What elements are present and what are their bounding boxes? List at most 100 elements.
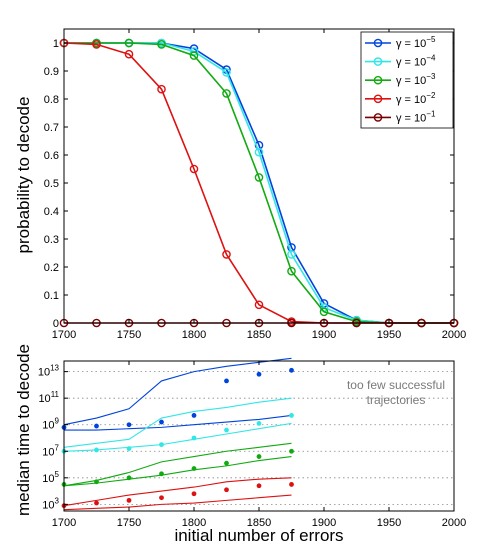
bottom-y-tick-base: 10 bbox=[42, 420, 54, 432]
top-x-tick-label: 1950 bbox=[377, 329, 401, 341]
bottom-y-tick-label: 107 bbox=[42, 443, 59, 458]
bottom-y-tick-exponent: 13 bbox=[50, 364, 59, 373]
bottom-median-point bbox=[94, 423, 99, 429]
top-y-tick-label: 0.5 bbox=[44, 178, 59, 190]
bottom-y-tick-label: 109 bbox=[42, 417, 59, 432]
bottom-y-tick-base: 10 bbox=[42, 446, 54, 458]
bottom-median-point bbox=[289, 448, 294, 454]
top-data-point bbox=[189, 51, 199, 60]
bottom-y-tick-exponent: 11 bbox=[51, 390, 60, 399]
bottom-y-tick-exponent: 5 bbox=[55, 470, 60, 479]
top-data-point bbox=[92, 40, 101, 49]
bottom-median-point bbox=[126, 497, 132, 503]
legend-entry-exponent: −1 bbox=[426, 109, 436, 118]
bottom-x-tick-label: 1750 bbox=[117, 517, 141, 529]
bottom-upper-quantile-line bbox=[63, 357, 292, 426]
top-data-point bbox=[222, 68, 231, 77]
top-data-point bbox=[189, 164, 199, 174]
top-y-tick-label: 0.3 bbox=[44, 234, 59, 246]
top-data-point bbox=[319, 307, 329, 317]
legend-entry-label: γ = 10−3 bbox=[396, 72, 436, 87]
bottom-chart-x-axis-label: initial number of errors bbox=[174, 526, 343, 545]
bottom-x-tick-label: 1700 bbox=[52, 517, 76, 529]
bottom-lower-quantile-line bbox=[64, 414, 292, 431]
top-x-tick-label: 1850 bbox=[247, 329, 271, 341]
top-data-point bbox=[157, 40, 166, 49]
legend-entry-label: γ = 10−5 bbox=[396, 35, 436, 50]
bottom-median-point bbox=[191, 413, 197, 418]
bottom-median-point bbox=[159, 495, 164, 501]
legend-entry-base: γ = 10 bbox=[396, 112, 426, 124]
bottom-y-tick-exponent: 3 bbox=[55, 496, 60, 505]
bottom-median-point bbox=[256, 420, 262, 426]
top-y-tick-label: 1 bbox=[53, 38, 59, 50]
bottom-median-point bbox=[159, 471, 164, 477]
top-x-tick-label: 1900 bbox=[312, 329, 336, 341]
legend-entry-base: γ = 10 bbox=[396, 38, 426, 50]
legend: γ = 10−5γ = 10−4γ = 10−3γ = 10−2γ = 10−1 bbox=[360, 31, 454, 129]
legend-entry-label: γ = 10−2 bbox=[396, 91, 436, 106]
legend-entry-base: γ = 10 bbox=[396, 94, 426, 106]
bottom-median-point bbox=[94, 500, 99, 506]
bottom-x-tick-label: 1950 bbox=[377, 517, 401, 529]
bottom-x-tick-label: 1850 bbox=[247, 517, 271, 529]
bottom-median-point bbox=[224, 427, 229, 433]
top-data-point bbox=[124, 49, 134, 59]
legend-entry-exponent: −3 bbox=[426, 72, 436, 81]
top-data-point bbox=[254, 173, 264, 182]
bottom-x-tick-label: 1900 bbox=[312, 517, 336, 529]
top-data-point bbox=[254, 300, 264, 310]
bottom-median-point bbox=[159, 419, 164, 425]
legend-entry-exponent: −2 bbox=[426, 91, 436, 100]
bottom-lower-quantile-line bbox=[63, 422, 292, 452]
top-x-tick-label: 1750 bbox=[117, 329, 141, 341]
bottom-median-point bbox=[224, 378, 229, 384]
bottom-median-point bbox=[191, 491, 197, 497]
bottom-y-tick-base: 10 bbox=[42, 473, 54, 485]
top-data-point bbox=[287, 266, 296, 276]
legend-entry-exponent: −4 bbox=[426, 54, 436, 63]
top-y-tick-label: 0.8 bbox=[44, 94, 59, 106]
top-x-tick-label: 1800 bbox=[182, 329, 206, 341]
bottom-median-point bbox=[256, 483, 262, 489]
bottom-median-point bbox=[256, 371, 262, 377]
top-x-tick-label: 2000 bbox=[442, 329, 466, 341]
bottom-median-point bbox=[191, 466, 197, 471]
bottom-upper-quantile-line bbox=[63, 397, 292, 448]
top-y-tick-label: 0.6 bbox=[44, 150, 59, 162]
bottom-y-tick-label: 105 bbox=[42, 470, 59, 485]
legend-swatch-marker bbox=[373, 38, 383, 48]
bottom-median-point bbox=[126, 475, 132, 481]
annotation-line-2: trajectories bbox=[367, 393, 426, 407]
top-y-tick-label: 0.4 bbox=[44, 206, 59, 218]
top-data-point bbox=[222, 89, 231, 98]
bottom-chart-series bbox=[61, 357, 294, 511]
top-data-point bbox=[254, 147, 264, 157]
bottom-median-point bbox=[256, 454, 262, 459]
top-y-tick-label: 0 bbox=[53, 318, 59, 330]
top-y-tick-label: 0.7 bbox=[44, 122, 59, 134]
bottom-median-point bbox=[224, 487, 229, 493]
legend-entry-label: γ = 10−1 bbox=[396, 109, 436, 124]
bottom-median-point bbox=[289, 367, 294, 373]
bottom-y-tick-exponent: 9 bbox=[55, 417, 60, 426]
legend-entry-base: γ = 10 bbox=[396, 57, 426, 69]
legend-swatch-marker bbox=[373, 94, 383, 104]
top-chart-ticks: 0 0.1 0.2 0.3 0.4 0.5 0.6 0.7 0.8 0.9 1 1700 1750 180… bbox=[44, 29, 466, 341]
bottom-y-tick-label: 1013 bbox=[38, 364, 60, 379]
bottom-x-tick-label: 1800 bbox=[182, 517, 206, 529]
bottom-y-tick-base: 10 bbox=[42, 499, 54, 511]
bottom-x-tick-label: 2000 bbox=[442, 517, 466, 529]
bottom-y-tick-label: 1011 bbox=[38, 390, 59, 405]
bottom-median-point bbox=[94, 447, 99, 453]
bottom-median-point bbox=[224, 460, 229, 466]
bottom-lower-quantile-line bbox=[63, 456, 292, 487]
top-data-point bbox=[222, 250, 231, 259]
top-y-tick-label: 0.1 bbox=[44, 290, 59, 302]
legend-entry-exponent: −5 bbox=[426, 35, 436, 44]
legend-entry-label: γ = 10−4 bbox=[396, 54, 436, 69]
top-y-tick-label: 0.9 bbox=[44, 66, 59, 78]
bottom-lower-quantile-line bbox=[63, 494, 292, 511]
